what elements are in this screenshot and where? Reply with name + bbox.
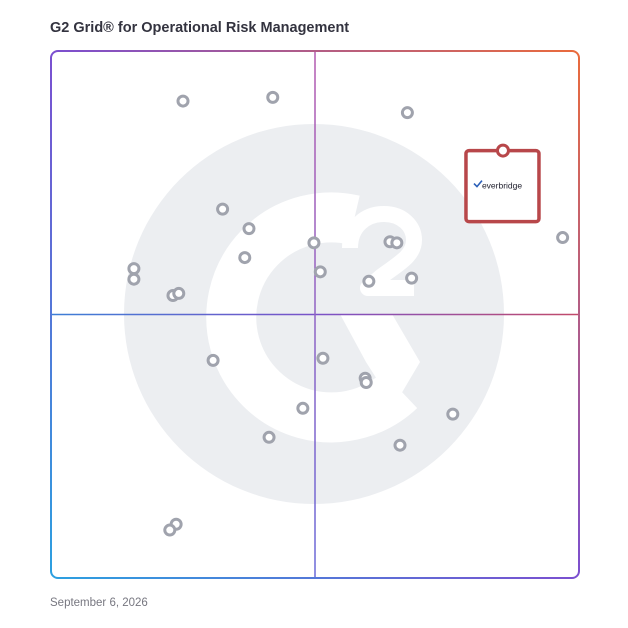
product-point-7[interactable] <box>307 236 321 250</box>
product-point-17[interactable] <box>172 286 186 300</box>
product-point-27[interactable] <box>163 523 177 537</box>
product-point-23[interactable] <box>446 407 460 421</box>
highlight-everbridge: everbridge <box>464 143 541 224</box>
product-point-2[interactable] <box>266 90 280 104</box>
product-point-24[interactable] <box>262 430 276 444</box>
product-point-12[interactable] <box>362 274 376 288</box>
product-point-11[interactable] <box>313 265 327 279</box>
date-label: September 6, 2026 <box>50 597 148 609</box>
chart-title: G2 Grid® for Operational Risk Management <box>50 20 350 36</box>
product-point-9[interactable] <box>390 236 404 250</box>
product-point-22[interactable] <box>296 401 310 415</box>
everbridge-logo-check-icon <box>473 180 483 188</box>
product-point-21[interactable] <box>359 375 373 389</box>
product-point-19[interactable] <box>316 351 330 365</box>
product-point-6[interactable] <box>238 251 252 265</box>
product-point-1[interactable] <box>176 94 190 108</box>
grid-frame <box>50 50 580 579</box>
product-point-14[interactable] <box>127 262 141 276</box>
points-layer <box>127 90 570 537</box>
product-point-3[interactable] <box>400 106 414 120</box>
product-point-15[interactable] <box>127 272 141 286</box>
product-point-13[interactable] <box>405 271 419 285</box>
product-point-5[interactable] <box>242 222 256 236</box>
everbridge-logo-text: everbridge <box>482 181 522 191</box>
product-point-25[interactable] <box>393 438 407 452</box>
highlight-point[interactable] <box>495 143 510 158</box>
product-point-10[interactable] <box>556 231 570 245</box>
product-point-18[interactable] <box>206 353 220 367</box>
product-point-4[interactable] <box>216 202 230 216</box>
